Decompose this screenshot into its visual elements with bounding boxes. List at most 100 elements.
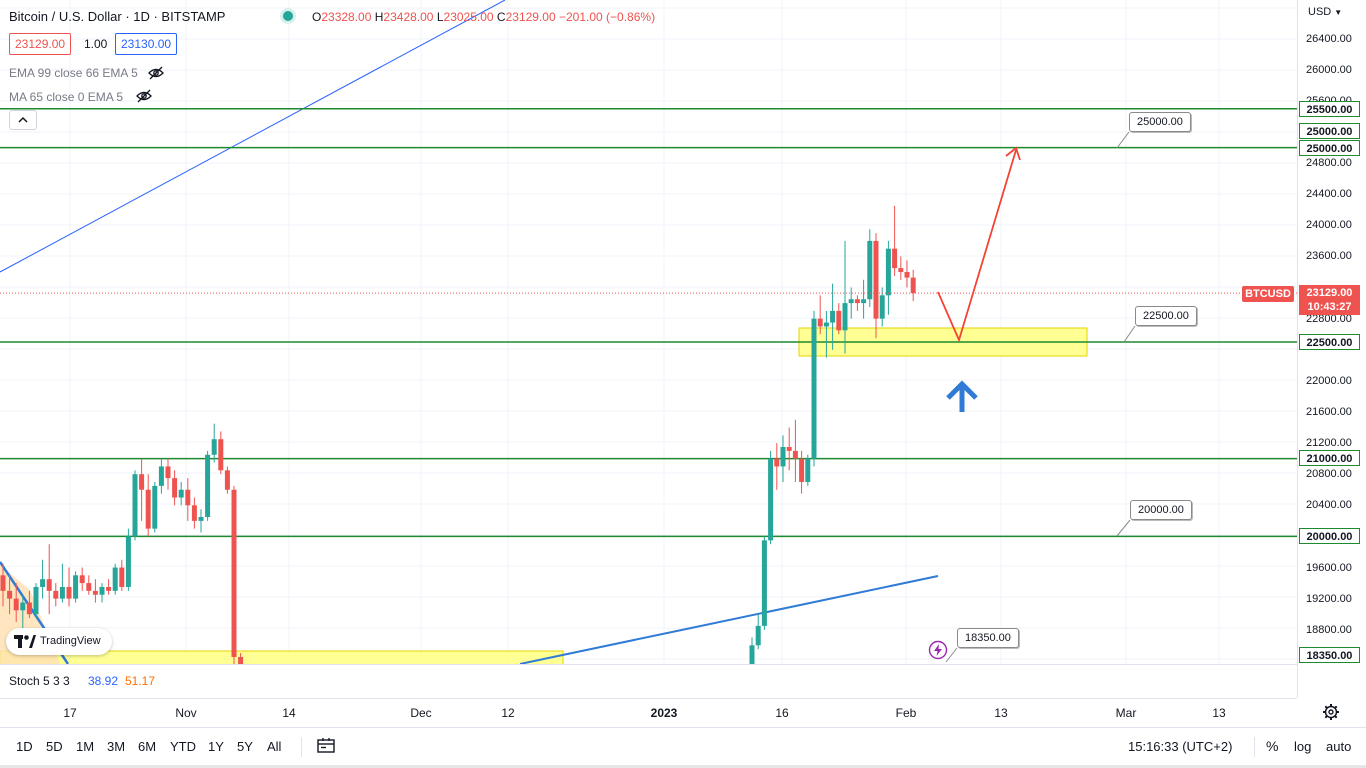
time-tick: Nov [175, 706, 197, 720]
price-tick: 24000.00 [1306, 219, 1352, 232]
candle-body [842, 303, 848, 331]
gear-icon[interactable] [1320, 702, 1342, 722]
candle-body [873, 240, 879, 319]
callout-connector [1116, 131, 1130, 149]
candle-body [761, 540, 767, 626]
candle [59, 563, 65, 603]
arrow-up-icon[interactable] [944, 378, 980, 414]
candle-body [178, 489, 184, 498]
range-1m-button[interactable]: 1M [76, 739, 95, 754]
chart-canvas[interactable]: Bitcoin / U.S. Dollar · 1D · BITSTAMP O2… [0, 0, 1297, 664]
candle [867, 229, 873, 308]
stoch-label[interactable]: Stoch 5 3 3 [9, 674, 70, 688]
price-axis[interactable]: USD ▼ 26400.0026000.0025600.0024800.0024… [1297, 0, 1366, 698]
candle [53, 583, 59, 607]
candle-body [92, 590, 98, 595]
percent-scale-button[interactable]: % [1266, 738, 1279, 754]
candle-body [119, 567, 125, 587]
candle [132, 470, 138, 541]
bolt-icon[interactable] [928, 640, 948, 660]
candle-body [780, 446, 786, 467]
level-callout-18350[interactable]: 18350.00 [957, 628, 1019, 648]
candle [885, 240, 891, 315]
candle-body [848, 299, 854, 304]
time-tick: 12 [501, 706, 515, 720]
candle [139, 458, 145, 521]
candle [224, 466, 230, 494]
candle [761, 536, 767, 630]
clock-timezone[interactable]: 15:16:33 (UTC+2) [1128, 739, 1233, 754]
tradingview-logo[interactable]: TradingView [6, 628, 112, 655]
spread-value: 1.00 [84, 37, 108, 51]
candle-body [205, 454, 211, 517]
candle-body [7, 590, 13, 599]
candle-body [40, 579, 46, 587]
toolbar-divider [1254, 737, 1255, 757]
level-callout-22500[interactable]: 22500.00 [1135, 306, 1197, 326]
indicator-ema-label[interactable]: EMA 99 close 66 EMA 5 [9, 66, 138, 80]
price-tick: 24800.00 [1306, 157, 1352, 170]
chevron-up-icon [18, 116, 28, 123]
buy-price-button[interactable]: 23130.00 [115, 33, 178, 55]
level-price-label: 21000.00 [1299, 450, 1360, 466]
level-callout-25000[interactable]: 25000.00 [1129, 112, 1191, 132]
price-tick: 24400.00 [1306, 188, 1352, 201]
range-1d-button[interactable]: 1D [16, 739, 33, 754]
candle-body [66, 586, 72, 599]
candle-body [231, 489, 237, 657]
candle-body [33, 586, 39, 615]
candle-body [46, 579, 52, 591]
time-axis[interactable]: 17 Nov 14 Dec 12 2023 16 Feb 13 Mar 13 [0, 698, 1297, 725]
sell-price-button[interactable]: 23129.00 [9, 33, 72, 55]
candle-body [749, 645, 755, 664]
price-tick: 21600.00 [1306, 405, 1352, 418]
bottom-toolbar: 1D 5D 1M 3M 6M YTD 1Y 5Y All 15:16:33 (U… [0, 727, 1366, 765]
level-callout-20000[interactable]: 20000.00 [1130, 500, 1192, 520]
candle [26, 590, 32, 619]
candle-body [218, 439, 224, 471]
level-price-label: 20000.00 [1299, 528, 1360, 544]
support-zone-18350 [0, 650, 564, 664]
chart-grid [0, 0, 1297, 664]
candle-body [792, 450, 798, 459]
time-tick: 16 [775, 706, 789, 720]
candle [125, 528, 131, 591]
bar-countdown: 10:43:27 [1307, 301, 1352, 313]
change-value: −201.00 (−0.86%) [559, 10, 656, 24]
compare-icon[interactable] [316, 737, 336, 755]
symbol-title[interactable]: Bitcoin / U.S. Dollar · 1D · BITSTAMP [9, 9, 226, 24]
eye-off-icon[interactable] [147, 66, 165, 80]
range-3m-button[interactable]: 3M [107, 739, 126, 754]
candle [0, 563, 6, 607]
callout-connector [1116, 519, 1131, 537]
candlesticks [0, 205, 916, 664]
log-scale-button[interactable]: log [1294, 739, 1312, 754]
candle [904, 260, 910, 288]
range-6m-button[interactable]: 6M [138, 739, 157, 754]
candle [46, 544, 52, 615]
indicator-ma-label[interactable]: MA 65 close 0 EMA 5 [9, 90, 124, 104]
candle-body [198, 516, 204, 521]
market-status-icon[interactable] [283, 11, 293, 21]
auto-scale-button[interactable]: auto [1326, 739, 1352, 754]
legend-collapse-button[interactable] [9, 110, 37, 130]
candle-body [867, 240, 873, 300]
price-tick: 19600.00 [1306, 561, 1352, 574]
range-all-button[interactable]: All [267, 739, 282, 754]
price-tick: 23600.00 [1306, 250, 1352, 263]
currency-select[interactable]: USD ▼ [1308, 6, 1342, 18]
price-tick: 21200.00 [1306, 437, 1352, 450]
eye-off-icon[interactable] [135, 89, 153, 103]
range-ytd-button[interactable]: YTD [170, 739, 196, 754]
candle-body [885, 248, 891, 296]
range-5d-button[interactable]: 5D [46, 739, 63, 754]
level-price-label: 22500.00 [1299, 334, 1360, 350]
candle-body [125, 536, 131, 587]
price-chart[interactable] [0, 0, 1297, 664]
candle-body [59, 586, 65, 599]
stochastic-pane[interactable]: Stoch 5 3 3 38.92 51.17 [0, 664, 1297, 698]
candle [119, 559, 125, 591]
range-1y-button[interactable]: 1Y [208, 739, 224, 754]
time-tick: Feb [895, 706, 917, 720]
range-5y-button[interactable]: 5Y [237, 739, 253, 754]
